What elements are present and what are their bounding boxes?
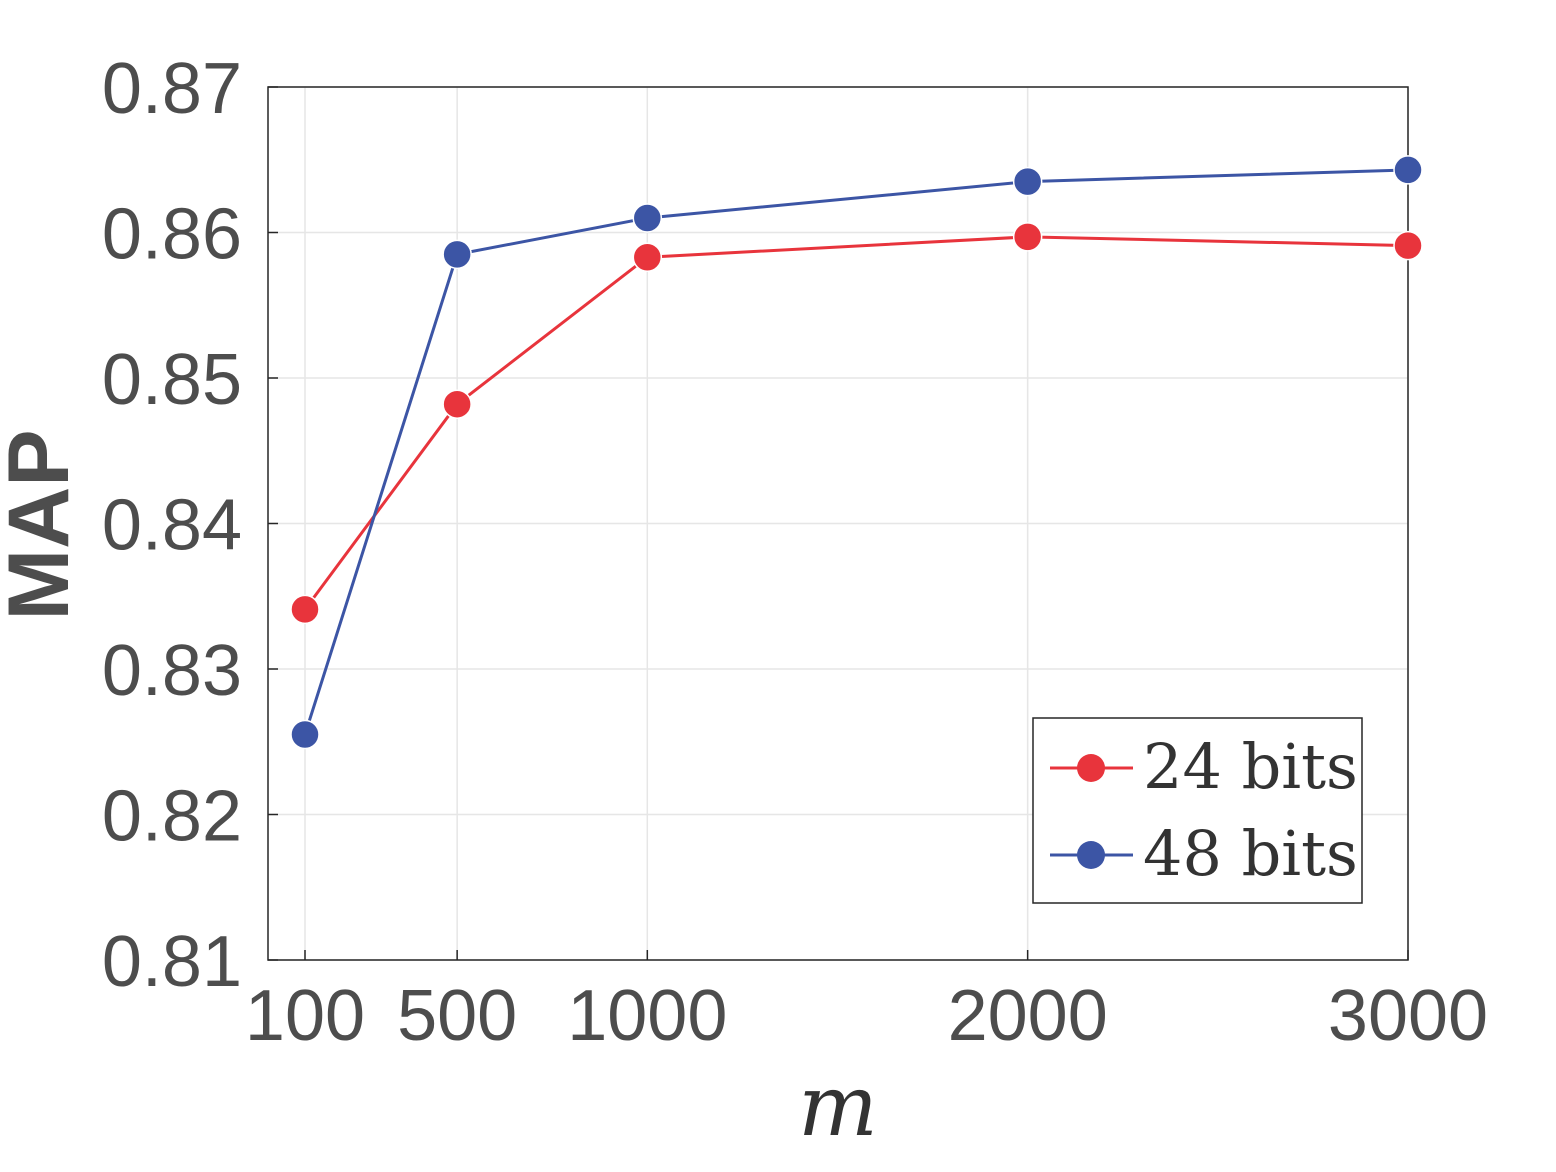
legend: 24 bits 48 bits <box>1032 717 1363 904</box>
y-tick-label: 0.83 <box>102 631 242 711</box>
legend-label: 24 bits <box>1143 730 1358 803</box>
series-line <box>303 235 1409 611</box>
y-tick-label: 0.87 <box>102 49 242 129</box>
x-tick-label: 100 <box>245 976 365 1056</box>
x-tick-label: 500 <box>397 976 517 1056</box>
x-axis-label: m <box>798 1057 878 1155</box>
x-tick-label: 1000 <box>567 976 727 1056</box>
data-point <box>442 389 472 419</box>
legend-swatch-marker <box>1077 841 1105 869</box>
data-point <box>1012 222 1043 252</box>
legend-box <box>1032 717 1363 904</box>
y-axis-label: MAP <box>0 429 87 620</box>
data-point <box>442 239 472 270</box>
data-point <box>290 719 320 750</box>
legend-label: 48 bits <box>1143 817 1358 890</box>
data-point <box>1393 155 1423 185</box>
data-point <box>632 203 663 233</box>
y-tick-label: 0.84 <box>102 486 242 566</box>
y-tick-label: 0.85 <box>102 340 242 420</box>
data-point <box>1012 166 1043 197</box>
data-point <box>1393 230 1423 261</box>
data-point <box>290 594 320 625</box>
x-tick-label: 2000 <box>948 976 1108 1056</box>
y-tick-label: 0.86 <box>102 195 242 275</box>
series-24-bits <box>290 222 1423 625</box>
legend-entry-48-bits: 48 bits <box>1050 817 1358 890</box>
y-tick-label: 0.82 <box>102 777 242 857</box>
series-layer <box>290 155 1423 750</box>
x-axis-ticks: 100 500 1000 2000 3000 <box>245 950 1488 1056</box>
x-tick-label: 3000 <box>1328 976 1488 1056</box>
y-axis-ticks: 0.81 0.82 0.83 0.84 0.85 0.86 0.87 <box>102 49 278 1002</box>
series-48-bits <box>290 155 1423 750</box>
legend-entry-24-bits: 24 bits <box>1050 730 1358 803</box>
y-tick-label: 0.81 <box>102 922 242 1002</box>
data-point <box>632 242 663 272</box>
legend-swatch-marker <box>1077 754 1105 782</box>
